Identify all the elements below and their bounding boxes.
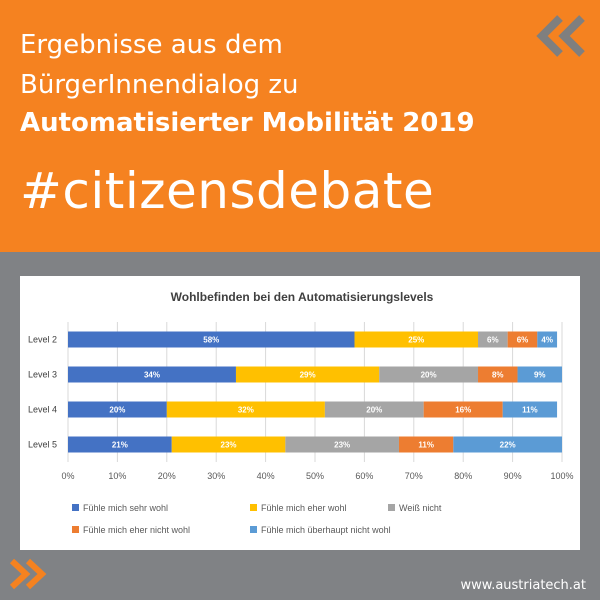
legend-swatch [72, 504, 79, 511]
bar-segment [354, 331, 479, 348]
data-label: 22% [500, 441, 516, 450]
bar-segment [68, 401, 167, 418]
bar-segment [285, 436, 399, 453]
x-tick-label: 100% [550, 471, 573, 481]
bar-segment [537, 331, 558, 348]
bar-segment [478, 331, 508, 348]
legend-swatch [250, 504, 257, 511]
data-label: 9% [534, 371, 546, 380]
x-tick-label: 90% [504, 471, 522, 481]
data-label: 32% [238, 406, 254, 415]
data-label: 16% [455, 406, 471, 415]
bar-segment [379, 366, 479, 383]
bar-segment [478, 366, 518, 383]
data-label: 4% [541, 336, 553, 345]
bar-segment [453, 436, 562, 453]
x-tick-label: 0% [61, 471, 74, 481]
data-label: 20% [366, 406, 382, 415]
legend-swatch [250, 526, 257, 533]
bar-segment [324, 401, 424, 418]
title-line-3: Automatisierter Mobilität 2019 [20, 108, 475, 138]
bar-segment [398, 436, 454, 453]
data-label: 6% [517, 336, 529, 345]
x-tick-label: 70% [405, 471, 423, 481]
x-tick-label: 80% [454, 471, 472, 481]
data-label: 11% [522, 406, 538, 415]
double-chevron-left-icon [536, 15, 585, 57]
bar-segment [235, 366, 380, 383]
data-label: 58% [203, 336, 219, 345]
legend-label: Fühle mich sehr wohl [83, 503, 168, 513]
header-banner: Ergebnisse aus dem BürgerInnendialog zu … [0, 0, 600, 252]
data-label: 20% [421, 371, 437, 380]
bar-segment [171, 436, 286, 453]
x-tick-label: 10% [108, 471, 126, 481]
bar-segment [68, 436, 172, 453]
bar-segment [166, 401, 325, 418]
data-label: 21% [112, 441, 128, 450]
legend-label: Weiß nicht [399, 503, 442, 513]
data-label: 25% [408, 336, 424, 345]
x-tick-label: 20% [158, 471, 176, 481]
bar-segment [507, 331, 538, 348]
legend-label: Fühle mich überhaupt nicht wohl [261, 525, 391, 535]
bar-segment [68, 331, 355, 348]
legend-label: Fühle mich eher wohl [261, 503, 347, 513]
bar-segment [423, 401, 503, 418]
y-category-label: Level 4 [28, 405, 57, 415]
y-category-label: Level 3 [28, 370, 57, 380]
data-label: 20% [109, 406, 125, 415]
x-tick-label: 50% [306, 471, 324, 481]
data-label: 29% [300, 371, 316, 380]
legend-swatch [72, 526, 79, 533]
hashtag: #citizensdebate [20, 162, 435, 220]
title-line-2: BürgerInnendialog zu [20, 70, 299, 100]
bar-segment [517, 366, 562, 383]
chart-title: Wohlbefinden bei den Automatisierungslev… [171, 290, 434, 304]
data-label: 34% [144, 371, 160, 380]
footer-url[interactable]: www.austriatech.at [460, 578, 586, 593]
x-tick-label: 40% [257, 471, 275, 481]
y-category-label: Level 5 [28, 440, 57, 450]
chart-panel: Wohlbefinden bei den Automatisierungslev… [20, 276, 580, 550]
data-label: 23% [221, 441, 237, 450]
data-label: 11% [418, 441, 434, 450]
data-label: 23% [334, 441, 350, 450]
data-label: 6% [487, 336, 499, 345]
stacked-bar-chart: Wohlbefinden bei den Automatisierungslev… [28, 290, 574, 535]
legend-label: Fühle mich eher nicht wohl [83, 525, 190, 535]
data-label: 8% [492, 371, 504, 380]
double-chevron-right-icon [9, 558, 47, 590]
x-tick-label: 30% [207, 471, 225, 481]
x-tick-label: 60% [355, 471, 373, 481]
bar-segment [502, 401, 558, 418]
bar-segment [68, 366, 236, 383]
legend-swatch [388, 504, 395, 511]
y-category-label: Level 2 [28, 335, 57, 345]
title-line-1: Ergebnisse aus dem [20, 30, 283, 60]
